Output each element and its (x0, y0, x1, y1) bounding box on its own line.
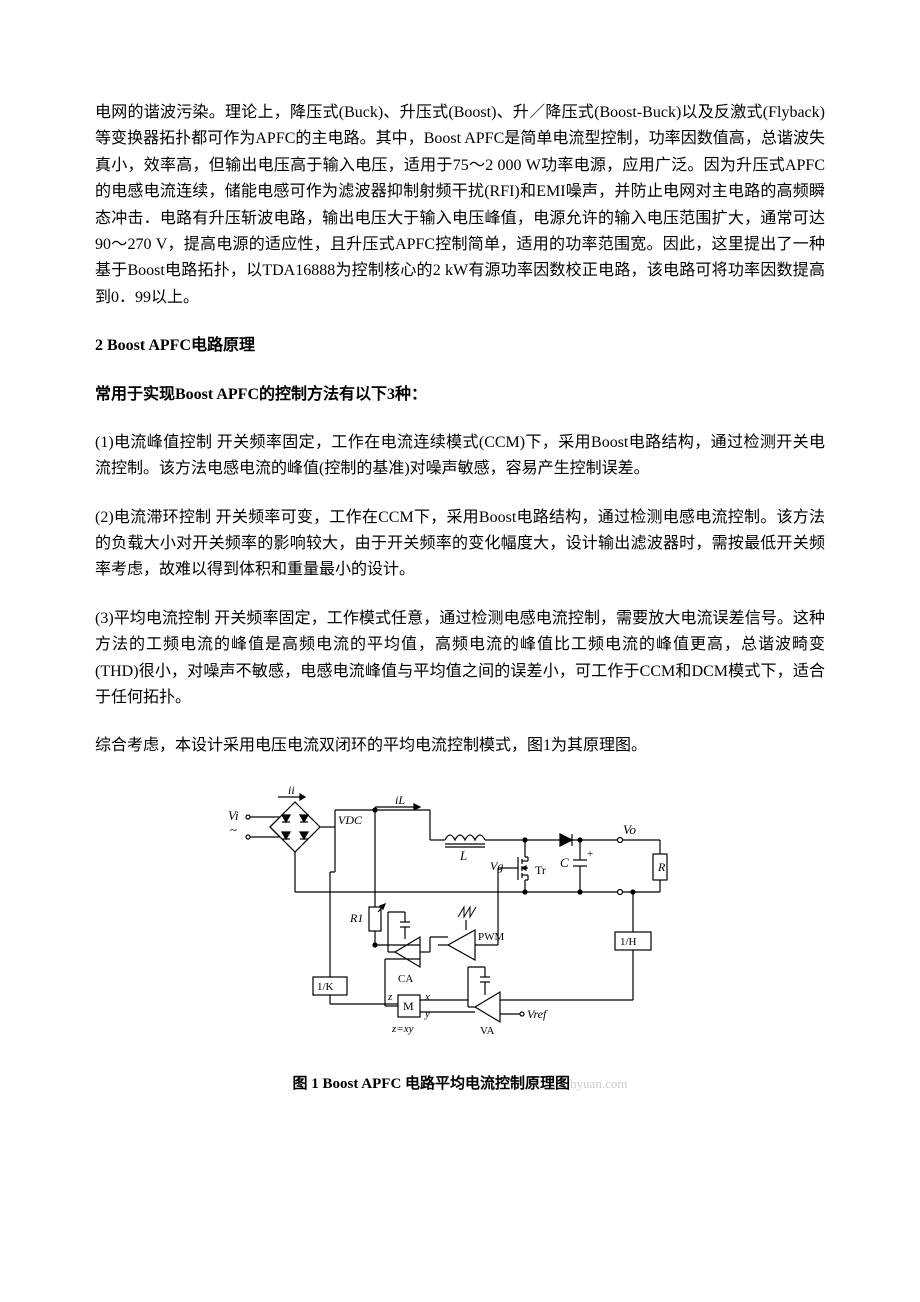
label-zxy: z=xy (391, 1023, 414, 1035)
body-paragraph-summary: 综合考虑，本设计采用电压电流双闭环的平均电流控制模式，图1为其原理图。 (95, 733, 825, 759)
body-paragraph-1: 电网的谐波污染。理论上，降压式(Buck)、升压式(Boost)、升／降压式(B… (95, 100, 825, 311)
label-tr: Tr (535, 863, 546, 877)
figure-1-caption-row: 图 1 Boost APFC 电路平均电流控制原理图hyuan.com (95, 1072, 825, 1093)
label-ca: CA (398, 973, 413, 985)
body-paragraph-method-3: (3)平均电流控制 开关频率固定，工作模式任意，通过检测电感电流控制，需要放大电… (95, 606, 825, 712)
label-y: y (424, 1008, 430, 1020)
figure-1-caption: 图 1 Boost APFC 电路平均电流控制原理图 (293, 1076, 571, 1092)
label-r: R (657, 860, 666, 874)
label-x: x (424, 991, 430, 1003)
subheading-methods: 常用于实现Boost APFC的控制方法有以下3种： (95, 382, 825, 408)
label-c: C (560, 855, 569, 870)
section-heading-2: 2 Boost APFC电路原理 (95, 333, 825, 359)
label-ii: ii (288, 783, 295, 797)
label-vg: Vg (490, 859, 503, 873)
label-k: 1/K (317, 981, 334, 993)
figure-1-container: Vi ~ (95, 782, 825, 1093)
label-vo: Vo (623, 822, 637, 837)
label-il: iL (395, 793, 405, 807)
label-l: L (459, 848, 467, 863)
label-tilde: ~ (230, 822, 237, 837)
label-m: M (403, 999, 414, 1013)
label-pwm: PWM (478, 931, 505, 943)
label-vref: Vref (527, 1007, 548, 1021)
label-vi: Vi (228, 808, 239, 823)
label-h: 1/H (620, 936, 637, 948)
label-z: z (387, 991, 393, 1003)
body-paragraph-method-2: (2)电流滞环控制 开关频率可变，工作在CCM下，采用Boost电路结构，通过检… (95, 505, 825, 584)
label-va: VA (480, 1025, 495, 1037)
svg-text:+: + (587, 848, 593, 860)
label-vdc: VDC (338, 813, 363, 827)
circuit-diagram: Vi ~ (220, 782, 700, 1052)
watermark-text: hyuan.com (570, 1076, 627, 1091)
body-paragraph-method-1: (1)电流峰值控制 开关频率固定，工作在电流连续模式(CCM)下，采用Boost… (95, 430, 825, 483)
label-r1: R1 (349, 911, 363, 925)
